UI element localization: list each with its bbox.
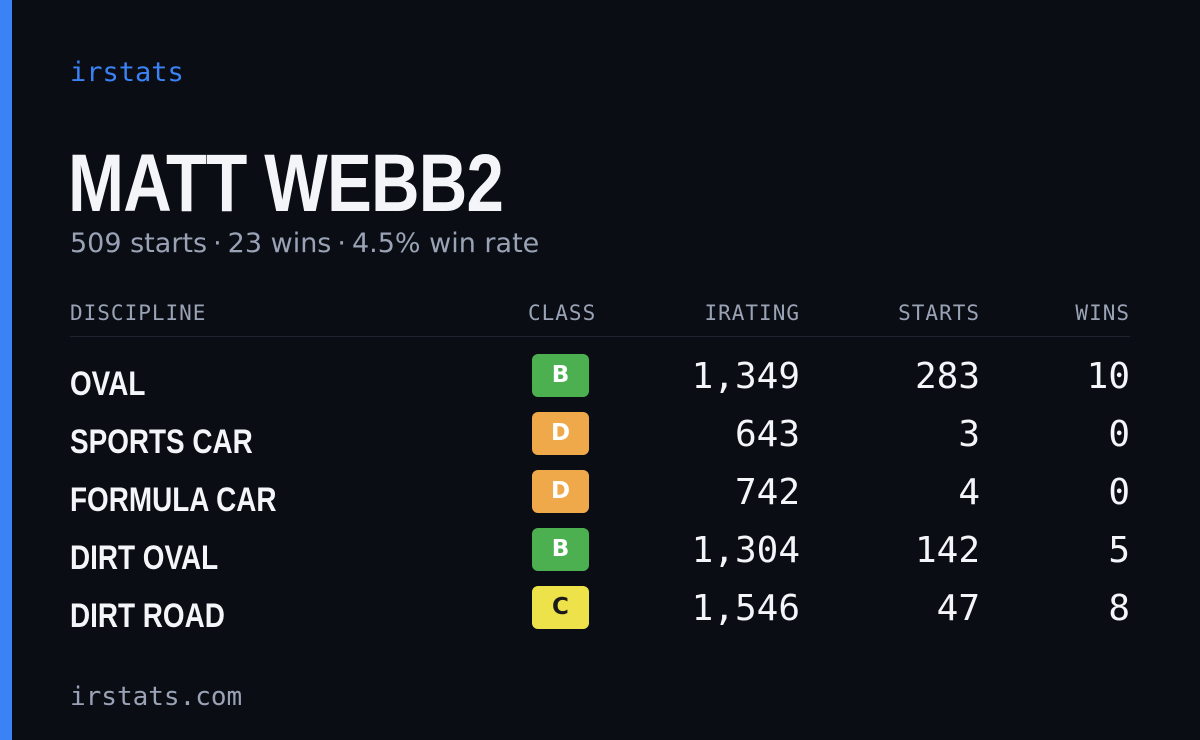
starts-value: 142 bbox=[914, 530, 980, 571]
column-header-starts: STARTS bbox=[898, 301, 980, 325]
brand-logo[interactable]: irstats bbox=[70, 57, 184, 88]
class-badge: C bbox=[532, 586, 589, 629]
discipline-name: DIRT OVAL bbox=[70, 539, 219, 577]
summary-separator: · bbox=[337, 228, 346, 259]
discipline-name: DIRT ROAD bbox=[70, 597, 225, 635]
table-row: OVAL B 1,349 283 10 bbox=[70, 354, 1130, 412]
wins-value: 8 bbox=[1108, 588, 1130, 629]
starts-value: 283 bbox=[914, 356, 980, 397]
starts-value: 47 bbox=[936, 588, 980, 629]
starts-value: 4 bbox=[958, 472, 980, 513]
summary-starts: 509 starts bbox=[70, 228, 208, 259]
table-row: DIRT ROAD C 1,546 47 8 bbox=[70, 586, 1130, 644]
wins-value: 0 bbox=[1108, 472, 1130, 513]
footer-url[interactable]: irstats.com bbox=[70, 682, 243, 712]
irating-value: 742 bbox=[734, 472, 800, 513]
column-header-irating: IRATING bbox=[704, 301, 800, 325]
irating-value: 1,349 bbox=[691, 356, 800, 397]
player-summary: 509 starts · 23 wins · 4.5% win rate bbox=[70, 226, 539, 262]
summary-wins: 23 wins bbox=[227, 228, 332, 259]
class-badge: B bbox=[532, 528, 589, 571]
summary-win-rate: 4.5% win rate bbox=[351, 228, 540, 259]
player-name: MATT WEBB2 bbox=[68, 138, 504, 229]
class-badge: D bbox=[532, 470, 589, 513]
discipline-name: FORMULA CAR bbox=[70, 481, 277, 519]
wins-value: 10 bbox=[1086, 356, 1130, 397]
discipline-name: OVAL bbox=[70, 365, 146, 403]
stats-table-header: DISCIPLINE CLASS IRATING STARTS WINS bbox=[70, 298, 1130, 337]
table-row: FORMULA CAR D 742 4 0 bbox=[70, 470, 1130, 528]
irating-value: 643 bbox=[734, 414, 800, 455]
wins-value: 5 bbox=[1108, 530, 1130, 571]
summary-separator: · bbox=[213, 228, 222, 259]
table-row: SPORTS CAR D 643 3 0 bbox=[70, 412, 1130, 470]
wins-value: 0 bbox=[1108, 414, 1130, 455]
class-badge: B bbox=[532, 354, 589, 397]
starts-value: 3 bbox=[958, 414, 980, 455]
irating-value: 1,546 bbox=[691, 588, 800, 629]
irating-value: 1,304 bbox=[691, 530, 800, 571]
column-header-class: CLASS bbox=[528, 301, 597, 325]
discipline-name: SPORTS CAR bbox=[70, 423, 253, 461]
table-row: DIRT OVAL B 1,304 142 5 bbox=[70, 528, 1130, 586]
class-badge: D bbox=[532, 412, 589, 455]
column-header-wins: WINS bbox=[1075, 301, 1130, 325]
accent-bar bbox=[0, 0, 12, 740]
column-header-discipline: DISCIPLINE bbox=[70, 301, 207, 325]
